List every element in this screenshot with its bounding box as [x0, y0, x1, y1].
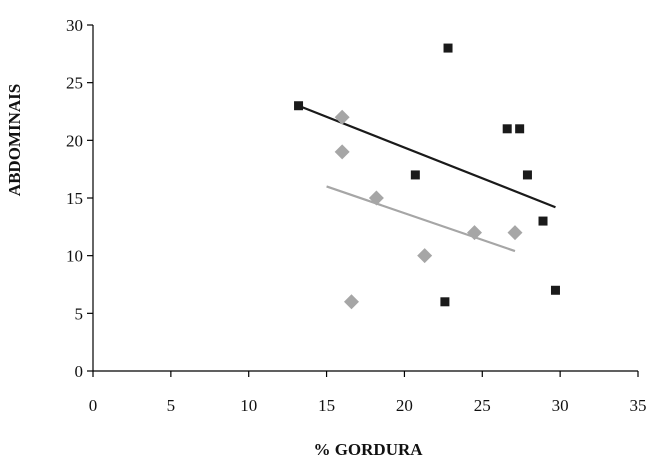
x-tick-label: 0	[89, 396, 98, 415]
data-points	[294, 43, 560, 310]
data-point-square	[294, 101, 304, 111]
data-point-diamond	[368, 190, 384, 206]
data-point-square	[502, 124, 512, 134]
y-tick-label: 30	[66, 16, 83, 35]
trendline-series-1	[298, 104, 556, 209]
x-ticks: 0 5 10 15 20 25 30 35	[89, 371, 647, 415]
y-tick-label: 15	[66, 189, 83, 208]
data-point-diamond	[417, 248, 433, 264]
x-tick-label: 25	[474, 396, 491, 415]
data-point-square	[410, 170, 420, 180]
y-ticks: 0 5 10 15 20 25 30	[66, 16, 93, 381]
data-point-diamond	[467, 225, 482, 241]
x-tick-label: 35	[630, 396, 647, 415]
trendline-series-2	[326, 185, 516, 253]
x-tick-label: 10	[240, 396, 257, 415]
data-point-diamond	[507, 225, 523, 241]
data-point-square	[522, 170, 532, 180]
x-axis-title: % GORDURA	[313, 440, 423, 459]
y-tick-label: 20	[66, 131, 83, 150]
data-point-square	[515, 124, 525, 134]
x-tick-label: 5	[167, 396, 176, 415]
data-point-diamond	[334, 144, 350, 160]
y-axis-title: ABDOMINAIS	[5, 84, 24, 196]
y-tick-label: 5	[75, 304, 84, 323]
y-tick-label: 25	[66, 74, 83, 93]
axes	[92, 25, 638, 372]
data-point-square	[443, 43, 453, 53]
data-point-square	[550, 285, 560, 295]
x-tick-label: 15	[318, 396, 335, 415]
y-tick-label: 10	[66, 247, 83, 266]
x-tick-label: 30	[552, 396, 569, 415]
data-point-square	[440, 297, 450, 307]
y-tick-label: 0	[75, 362, 84, 381]
data-point-square	[538, 216, 548, 226]
x-tick-label: 20	[396, 396, 413, 415]
data-point-diamond	[343, 294, 359, 310]
data-point-diamond	[334, 109, 350, 125]
